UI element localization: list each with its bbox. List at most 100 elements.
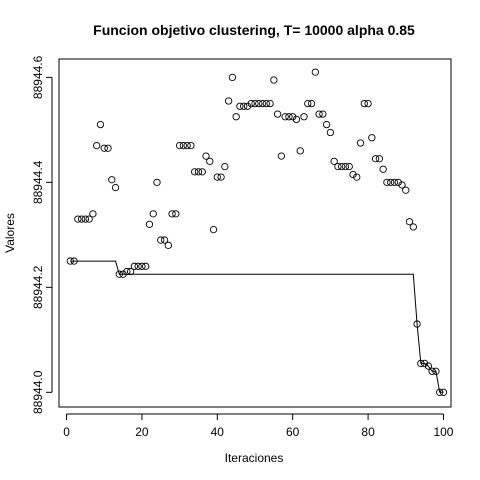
data-point	[345, 162, 353, 171]
data-point	[315, 110, 323, 118]
data-point	[142, 262, 150, 270]
data-point	[428, 367, 436, 375]
data-point	[108, 176, 116, 184]
data-point	[164, 241, 172, 249]
data-point	[436, 388, 444, 396]
data-point	[168, 210, 176, 218]
data-point	[115, 270, 123, 278]
data-point	[379, 165, 387, 173]
data-point	[104, 144, 112, 152]
data-point	[191, 168, 199, 176]
y-tick-label: 88944.4	[31, 160, 45, 204]
data-point	[130, 262, 139, 270]
data-point	[356, 139, 365, 147]
data-point	[432, 367, 440, 375]
plot-box	[58, 58, 452, 408]
data-point	[364, 99, 372, 108]
data-point	[93, 141, 101, 150]
data-point	[236, 102, 244, 110]
data-point	[77, 215, 86, 223]
data-point	[281, 113, 289, 121]
data-point	[221, 162, 229, 171]
data-point	[285, 113, 293, 121]
data-point	[89, 210, 97, 218]
data-point	[330, 157, 338, 166]
data-point	[439, 388, 448, 396]
data-point	[368, 134, 376, 142]
data-point	[232, 113, 240, 121]
data-point	[273, 110, 282, 118]
data-point	[206, 157, 214, 166]
y-tick-label: 88944.6	[31, 55, 45, 99]
data-point	[149, 210, 157, 218]
objective-points	[66, 68, 448, 396]
data-point	[326, 128, 335, 137]
data-point	[270, 76, 278, 84]
data-point	[111, 183, 120, 192]
data-point	[70, 257, 78, 265]
x-tick-label: 0	[63, 425, 70, 439]
data-point	[402, 186, 410, 194]
data-point	[255, 99, 263, 108]
data-point	[251, 99, 259, 108]
data-point	[138, 262, 146, 270]
data-point	[179, 141, 188, 150]
data-point	[160, 236, 169, 244]
data-point	[307, 99, 316, 108]
data-point	[289, 113, 297, 121]
data-point	[194, 168, 203, 176]
data-point	[240, 102, 248, 110]
data-point	[217, 173, 225, 181]
x-tick-label: 60	[286, 425, 300, 439]
data-point	[420, 359, 429, 368]
data-point	[387, 178, 395, 186]
data-point	[322, 120, 331, 129]
data-point	[413, 320, 421, 328]
data-point	[300, 113, 308, 121]
data-point	[424, 362, 433, 370]
data-point	[383, 178, 391, 186]
data-point	[224, 97, 233, 105]
data-point	[172, 210, 180, 218]
chart-title: Funcion objetivo clustering, T= 10000 al…	[93, 22, 415, 38]
data-point	[394, 178, 402, 186]
data-point	[398, 181, 406, 189]
data-point	[123, 267, 131, 276]
data-point	[183, 141, 191, 150]
series-line	[70, 260, 444, 393]
data-point	[145, 220, 154, 228]
data-point	[243, 102, 252, 110]
data-point	[311, 68, 319, 76]
data-point	[247, 99, 255, 108]
data-point	[375, 155, 384, 163]
data-point	[353, 173, 361, 181]
x-tick-label: 80	[361, 425, 375, 439]
y-tick-label: 88944.2	[31, 265, 45, 309]
data-point	[134, 262, 142, 270]
y-axis-label: Valores	[3, 213, 17, 253]
data-point	[405, 218, 414, 226]
data-point	[213, 173, 221, 181]
data-point	[85, 215, 93, 223]
data-point	[319, 110, 327, 118]
data-point	[341, 162, 350, 171]
data-point	[292, 115, 301, 124]
data-point	[157, 236, 165, 244]
data-point	[209, 225, 218, 234]
x-tick-label: 40	[211, 425, 225, 439]
data-point	[175, 141, 184, 150]
data-point	[277, 152, 286, 160]
data-point	[409, 223, 417, 231]
data-point	[390, 178, 399, 186]
data-point	[338, 162, 346, 171]
x-tick-label: 20	[135, 425, 149, 439]
data-point	[262, 99, 270, 108]
data-point	[417, 359, 425, 368]
data-point	[349, 170, 357, 179]
data-point	[304, 99, 312, 108]
data-point	[74, 215, 82, 223]
y-tick-label: 88944.0	[31, 370, 45, 414]
x-tick-label: 100	[433, 425, 453, 439]
data-point	[202, 152, 210, 160]
